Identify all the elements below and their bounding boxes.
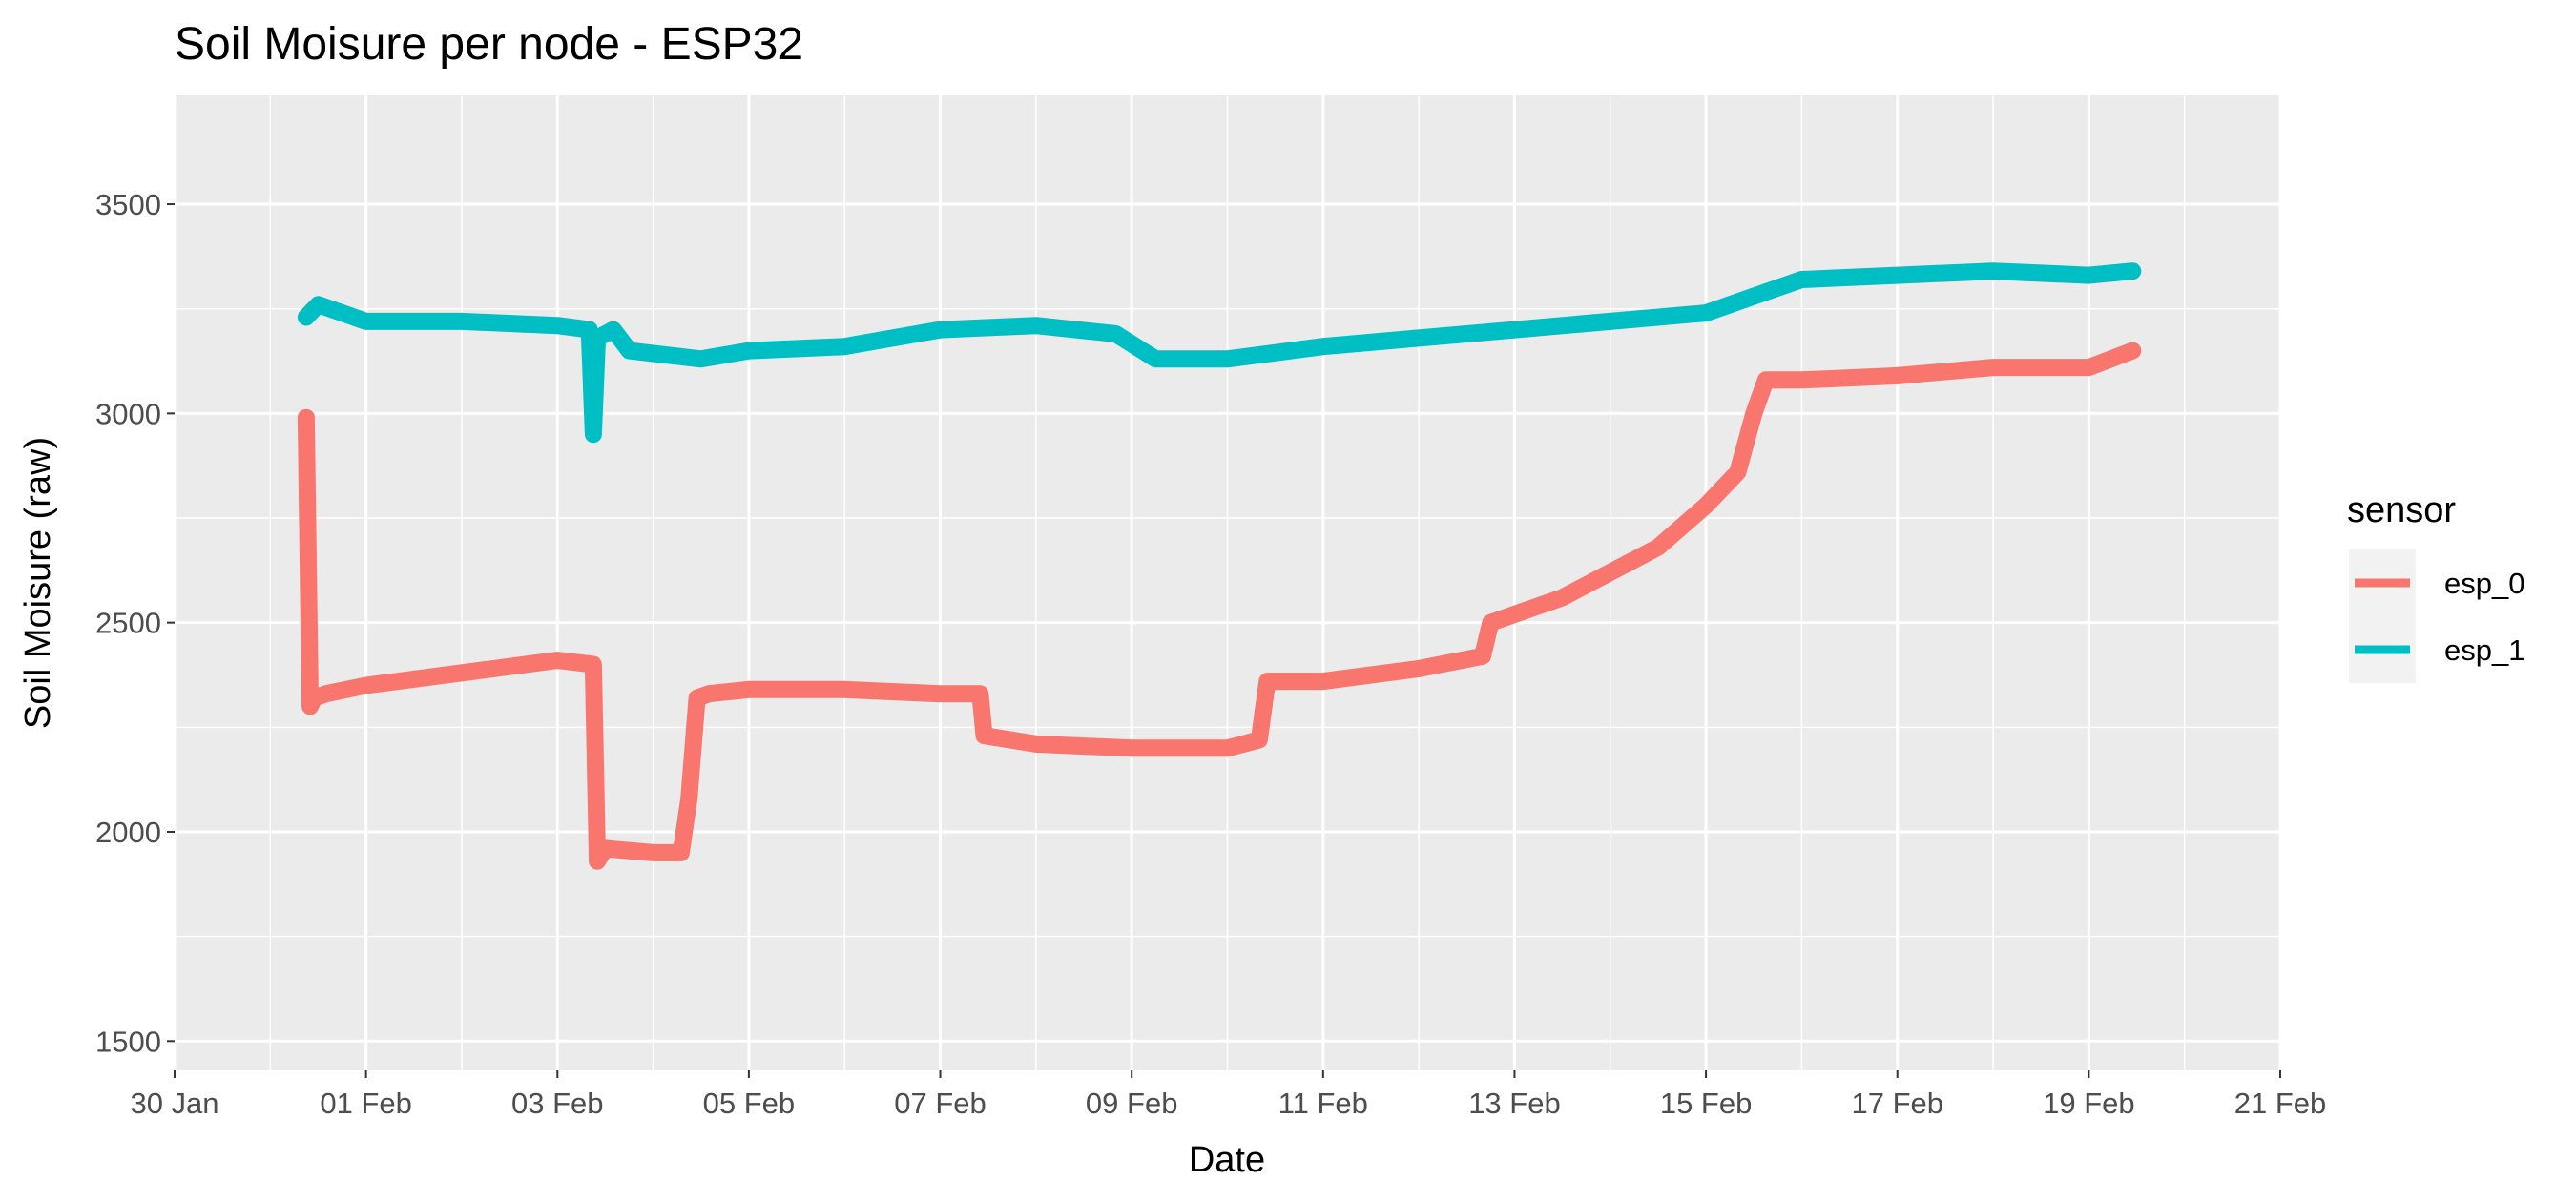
x-tick-label: 21 Feb [2234,1087,2327,1120]
x-axis: 30 Jan 01 Feb 03 Feb 05 Feb 07 Feb 09 Feb 11 F… [130,1070,2326,1120]
y-axis: 1500 2000 2500 3000 3500 [95,188,175,1058]
y-axis-title: Soil Moisure (raw) [18,437,58,729]
x-tick-label: 17 Feb [1851,1087,1943,1120]
legend: sensor esp_0 esp_1 [2347,490,2524,683]
legend-label-esp_0: esp_0 [2444,567,2524,600]
x-tick-label: 19 Feb [2043,1087,2135,1120]
legend-label-esp_1: esp_1 [2444,633,2524,667]
y-tick-label: 2000 [95,816,161,849]
series-lines [297,262,2142,870]
series-line-esp_0 [297,342,2142,870]
x-tick-label: 15 Feb [1660,1087,1753,1120]
series-line-esp_1 [297,262,2142,444]
major-gridlines [173,95,2282,1070]
x-tick-label: 05 Feb [703,1087,796,1120]
x-tick-label: 13 Feb [1468,1087,1561,1120]
x-tick-label: 03 Feb [511,1087,604,1120]
x-axis-title: Date [1189,1140,1265,1180]
legend-title: sensor [2347,490,2456,530]
x-tick-label: 30 Jan [130,1087,218,1120]
x-tick-label: 09 Feb [1086,1087,1178,1120]
y-tick-label: 3500 [95,188,161,221]
chart-title: Soil Moisure per node - ESP32 [175,19,803,70]
x-tick-label: 11 Feb [1278,1087,1368,1120]
y-tick-label: 3000 [95,397,161,430]
x-tick-label: 07 Feb [894,1087,987,1120]
minor-gridlines [175,95,2280,1070]
y-tick-label: 2500 [95,607,161,640]
y-tick-label: 1500 [95,1025,161,1058]
x-tick-label: 01 Feb [320,1087,412,1120]
